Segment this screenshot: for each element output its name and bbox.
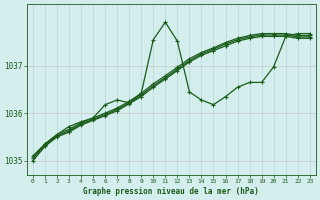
X-axis label: Graphe pression niveau de la mer (hPa): Graphe pression niveau de la mer (hPa) — [84, 187, 259, 196]
